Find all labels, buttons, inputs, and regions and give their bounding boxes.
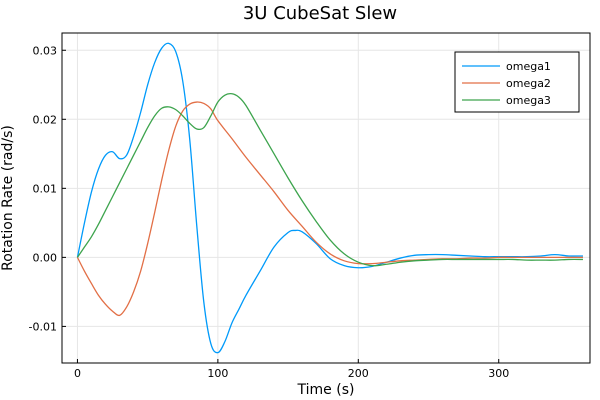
y-tick-label: 0.02	[33, 113, 58, 126]
grid-layer	[62, 33, 590, 363]
legend: omega1 omega2 omega3	[454, 51, 580, 113]
y-axis-label: Rotation Rate (rad/s)	[0, 125, 16, 271]
legend-box	[454, 51, 580, 113]
legend-label-omega1: omega1	[506, 60, 551, 73]
plot-frame	[61, 32, 591, 364]
y-tick-label: 0.00	[33, 251, 58, 264]
x-tick-label: 100	[207, 367, 228, 380]
series-layer	[76, 42, 583, 354]
x-axis-label: Time (s)	[297, 382, 355, 398]
chart-title: 3U CubeSat Slew	[243, 3, 397, 24]
tick-layer: 0 100 200 300 -0.01 0.00 0.01 0.02 0.03	[29, 44, 510, 380]
y-tick-label: 0.01	[33, 182, 58, 195]
series-line-omega1	[76, 42, 583, 354]
x-tick-label: 300	[488, 367, 509, 380]
y-tick-label: 0.03	[33, 44, 58, 57]
y-tick-label: -0.01	[29, 320, 57, 333]
x-tick-label: 200	[348, 367, 369, 380]
legend-label-omega2: omega2	[506, 77, 551, 90]
series-line-omega3	[76, 92, 583, 267]
legend-label-omega3: omega3	[506, 94, 551, 107]
x-tick-label: 0	[74, 367, 81, 380]
series-line-omega2	[76, 101, 583, 317]
